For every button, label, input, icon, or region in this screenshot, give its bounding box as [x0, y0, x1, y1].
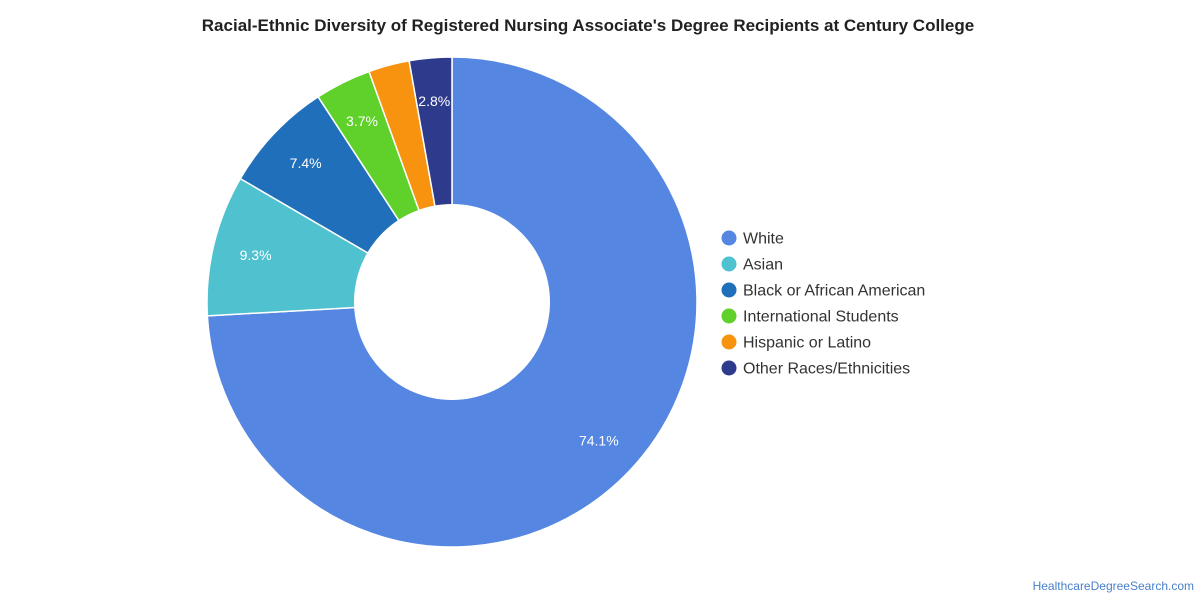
- legend-marker: [721, 282, 737, 298]
- watermark-link[interactable]: HealthcareDegreeSearch.com: [1032, 579, 1194, 593]
- legend-item-hispanic-or-latino[interactable]: Hispanic or Latino: [721, 334, 872, 352]
- legend-item-white[interactable]: White: [721, 230, 785, 248]
- chart-title: Racial-Ethnic Diversity of Registered Nu…: [201, 16, 975, 35]
- legend-label: Hispanic or Latino: [743, 335, 871, 352]
- slice-label-white: 74.1%: [579, 433, 619, 449]
- legend-label: Asian: [743, 257, 783, 274]
- legend: White Asian Black or African American Inter…: [721, 230, 926, 378]
- slice-label-asian: 9.3%: [240, 247, 272, 263]
- legend-marker: [721, 256, 737, 272]
- legend-label: White: [743, 231, 784, 248]
- slice-label-black-or-african-american: 7.4%: [290, 155, 322, 171]
- donut-hole: [354, 204, 550, 400]
- slice-label-international-students: 3.7%: [346, 113, 378, 129]
- legend-marker: [721, 334, 737, 350]
- legend-label: International Students: [743, 309, 899, 326]
- legend-item-black-or-african-american[interactable]: Black or African American: [721, 282, 926, 300]
- slice-labels: 74.1% 9.3% 7.4% 3.7% 2.8%: [240, 93, 619, 449]
- legend-marker: [721, 230, 737, 246]
- legend-label: Black or African American: [743, 283, 925, 300]
- legend-item-international-students[interactable]: International Students: [721, 308, 899, 326]
- legend-label: Other Races/Ethnicities: [743, 361, 910, 378]
- slice-label-other-races-ethnicities: 2.8%: [418, 93, 450, 109]
- legend-item-asian[interactable]: Asian: [721, 256, 784, 274]
- legend-marker: [721, 308, 737, 324]
- legend-item-other-races-ethnicities[interactable]: Other Races/Ethnicities: [721, 360, 911, 378]
- legend-marker: [721, 360, 737, 376]
